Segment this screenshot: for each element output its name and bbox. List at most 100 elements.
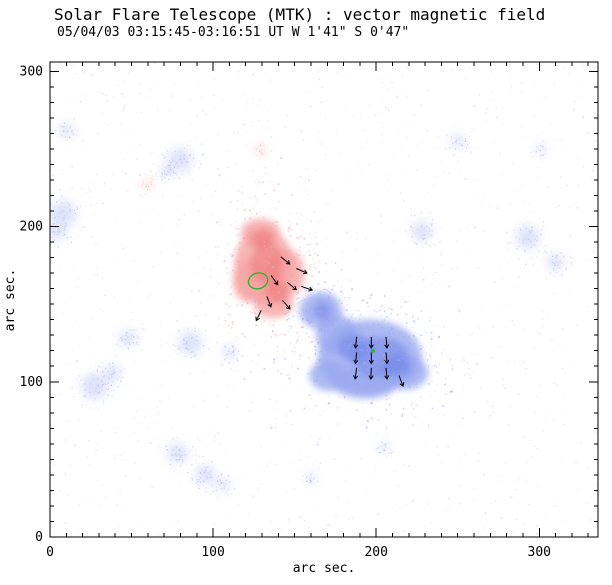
blob-speckle bbox=[317, 254, 319, 257]
speckle bbox=[510, 530, 513, 533]
patch-speckle bbox=[446, 134, 448, 136]
speckle bbox=[151, 85, 153, 87]
speckle bbox=[424, 286, 426, 289]
patch-speckle bbox=[71, 130, 73, 132]
speckle bbox=[514, 481, 517, 483]
speckle bbox=[70, 296, 72, 298]
blob-speckle bbox=[303, 237, 306, 240]
blob-speckle bbox=[392, 333, 394, 335]
speckle bbox=[167, 153, 169, 155]
speckle bbox=[312, 188, 313, 190]
speckle bbox=[401, 281, 403, 283]
blob-speckle bbox=[285, 311, 287, 314]
patch-speckle bbox=[261, 153, 263, 156]
speckle bbox=[319, 462, 322, 464]
speckle bbox=[236, 234, 238, 237]
patch-speckle bbox=[553, 269, 555, 271]
patch-speckle bbox=[56, 221, 58, 223]
blob-speckle bbox=[352, 338, 354, 340]
blob-speckle bbox=[445, 393, 448, 395]
speckle bbox=[595, 66, 597, 69]
speckle bbox=[169, 525, 171, 527]
blob-speckle bbox=[337, 329, 339, 331]
blob-speckle bbox=[198, 290, 201, 292]
speckle bbox=[484, 512, 486, 514]
blob-speckle bbox=[360, 376, 362, 378]
patch-speckle bbox=[111, 371, 113, 373]
speckle bbox=[124, 96, 126, 98]
speckle bbox=[117, 489, 119, 492]
speckle bbox=[574, 478, 575, 480]
patch-speckle bbox=[405, 230, 407, 232]
speckle bbox=[88, 335, 91, 337]
patch-speckle bbox=[175, 446, 177, 448]
blob-speckle bbox=[254, 299, 256, 302]
blob-speckle bbox=[265, 300, 268, 303]
patch-speckle bbox=[97, 392, 99, 394]
speckle bbox=[412, 500, 414, 502]
blob-speckle bbox=[411, 402, 414, 404]
blob-speckle bbox=[300, 354, 302, 356]
patch-speckle bbox=[553, 262, 555, 264]
blob-speckle bbox=[449, 359, 452, 361]
speckle bbox=[260, 99, 262, 101]
speckle bbox=[542, 494, 543, 496]
patch-speckle bbox=[177, 347, 179, 349]
patch-speckle bbox=[545, 148, 547, 150]
blob-speckle bbox=[328, 402, 330, 405]
blob-speckle bbox=[279, 288, 282, 290]
speckle bbox=[496, 207, 499, 210]
speckle bbox=[494, 280, 496, 283]
speckle bbox=[94, 213, 96, 215]
blob-speckle bbox=[314, 266, 316, 269]
blob-speckle bbox=[336, 318, 338, 320]
patch-speckle bbox=[313, 477, 315, 479]
blob-speckle bbox=[264, 193, 267, 195]
blob-speckle bbox=[255, 212, 258, 215]
patch-speckle bbox=[181, 161, 183, 164]
patch-speckle bbox=[209, 474, 211, 476]
patch-speckle bbox=[97, 385, 99, 387]
blob-speckle bbox=[229, 272, 231, 274]
blob-speckle bbox=[276, 334, 278, 336]
speckle bbox=[345, 480, 347, 482]
blob-speckle bbox=[318, 329, 320, 332]
blob-speckle bbox=[218, 174, 221, 177]
speckle bbox=[520, 516, 522, 518]
speckle bbox=[324, 246, 326, 248]
blob-speckle bbox=[301, 326, 303, 329]
patch-speckle bbox=[191, 337, 193, 339]
blob-speckle bbox=[327, 291, 329, 292]
speckle bbox=[310, 238, 312, 240]
speckle bbox=[231, 389, 234, 391]
speckle bbox=[568, 207, 570, 209]
blob-speckle bbox=[288, 325, 291, 327]
speckle bbox=[169, 302, 172, 304]
blob-speckle bbox=[278, 201, 281, 203]
speckle bbox=[92, 290, 94, 292]
patch-speckle bbox=[263, 147, 265, 149]
patch-speckle bbox=[128, 342, 130, 344]
blob-speckle bbox=[378, 310, 381, 312]
patch-speckle bbox=[216, 480, 218, 482]
patch-speckle bbox=[111, 374, 113, 376]
blob-speckle bbox=[197, 210, 200, 212]
blob-speckle bbox=[280, 373, 283, 375]
speckle bbox=[374, 469, 377, 472]
speckle bbox=[431, 335, 433, 338]
blob-speckle bbox=[412, 315, 414, 318]
blob-speckle bbox=[369, 394, 372, 396]
patch-speckle bbox=[53, 211, 55, 213]
speckle bbox=[546, 252, 548, 254]
speckle bbox=[270, 531, 271, 534]
blob-speckle bbox=[372, 322, 375, 325]
speckle bbox=[393, 268, 395, 271]
blob-speckle bbox=[282, 255, 284, 258]
speckle bbox=[215, 186, 217, 188]
patch-speckle bbox=[465, 138, 467, 140]
speckle bbox=[114, 432, 117, 434]
patch-speckle bbox=[522, 239, 524, 241]
speckle bbox=[379, 313, 382, 316]
blob-speckle bbox=[272, 266, 274, 269]
patch-speckle bbox=[556, 254, 558, 256]
